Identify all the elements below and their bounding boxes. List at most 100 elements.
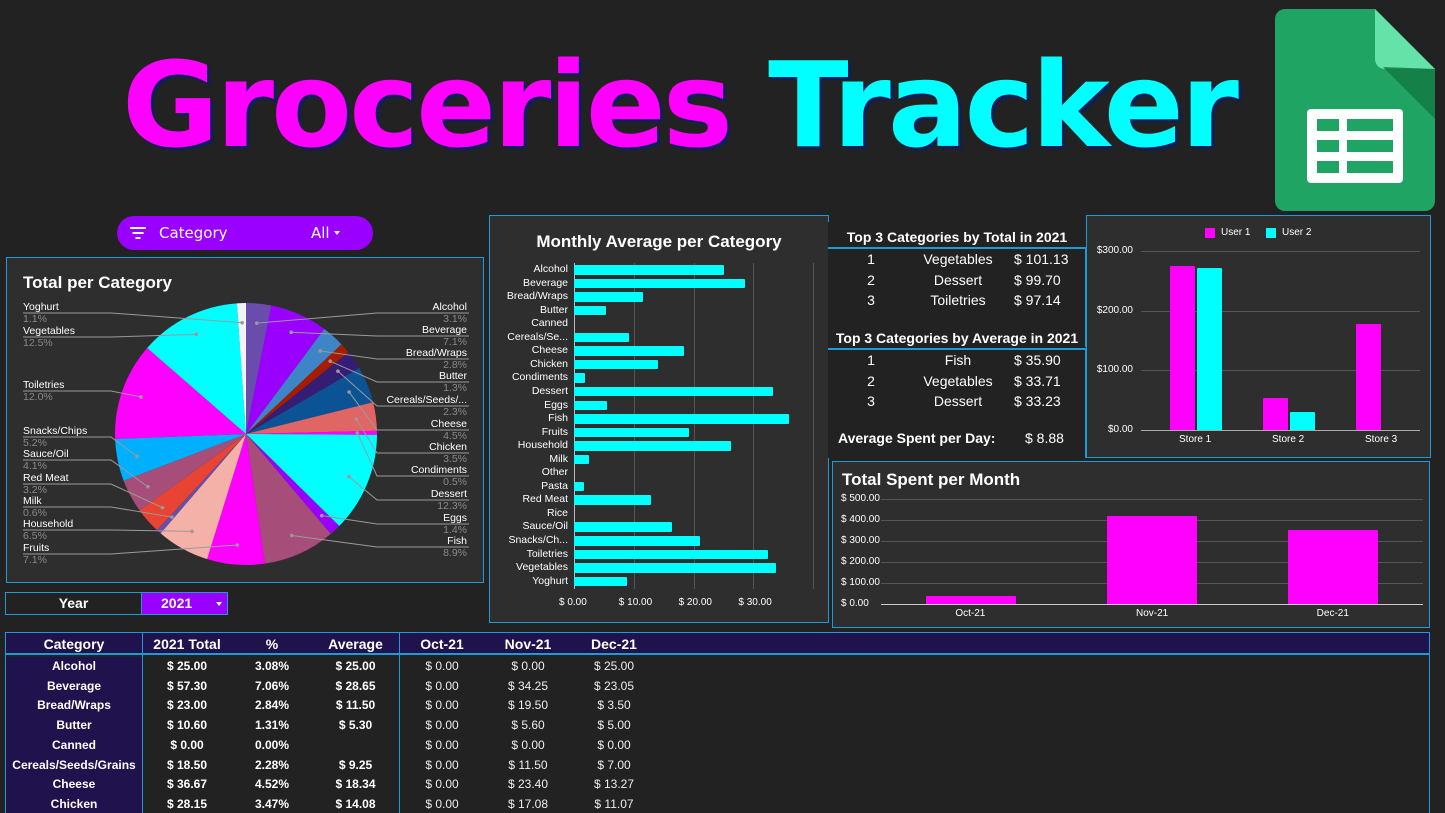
pie-slice[interactable]	[246, 402, 377, 434]
pie-slice[interactable]	[246, 352, 360, 434]
pie-label: Condiments 0.5%	[411, 464, 467, 488]
pie-slice[interactable]	[156, 434, 246, 534]
pie-label-percent: 1.1%	[23, 313, 47, 325]
bar-row: Canned	[490, 317, 828, 331]
bar[interactable]	[574, 563, 776, 573]
x-tick-label: Nov-21	[1136, 608, 1169, 619]
value-cell: $ 23.05	[593, 678, 635, 693]
column-header[interactable]: Average	[328, 636, 383, 652]
x-tick-label: Store 2	[1272, 434, 1305, 445]
bar-row: Red Meat	[490, 493, 828, 507]
pie-slice[interactable]	[246, 434, 377, 527]
pie-slice[interactable]	[246, 344, 349, 434]
category-filter[interactable]: Category All	[117, 216, 373, 250]
bar[interactable]	[574, 346, 684, 356]
bar[interactable]	[574, 481, 585, 492]
bar[interactable]	[574, 454, 589, 465]
bar[interactable]	[574, 373, 586, 383]
bar[interactable]	[574, 495, 652, 505]
column-header[interactable]: %	[265, 636, 279, 652]
x-tick-label: Store 1	[1179, 434, 1212, 445]
bar[interactable]	[926, 596, 1017, 604]
pie-slice[interactable]	[139, 434, 246, 531]
pie-slice[interactable]	[115, 347, 247, 439]
bar[interactable]	[574, 386, 773, 397]
pie-slice[interactable]	[246, 434, 331, 564]
pie-label: Red Meat 3.2%	[23, 472, 69, 496]
bar[interactable]	[1263, 398, 1288, 430]
x-tick-label: $ 0.00	[559, 597, 587, 608]
pie-label: Eggs 1.4%	[443, 512, 467, 536]
filter-icon	[129, 226, 147, 240]
gridline	[1141, 430, 1420, 431]
bar[interactable]	[574, 576, 628, 587]
bar[interactable]	[574, 265, 724, 275]
year-label: Year	[5, 592, 142, 615]
bar[interactable]	[574, 549, 768, 560]
gridline	[574, 263, 575, 589]
top3-row: 3 Toiletries $ 97.14	[828, 290, 1086, 310]
bar[interactable]	[574, 359, 659, 370]
year-dropdown[interactable]: 2021	[141, 592, 228, 615]
pie-label-percent: 1.3%	[443, 382, 467, 394]
pie-slice[interactable]	[123, 434, 246, 511]
pie-slice[interactable]	[207, 434, 265, 565]
bar[interactable]	[574, 305, 606, 316]
column-header[interactable]: 2021 Total	[153, 636, 221, 652]
bar[interactable]	[574, 414, 789, 424]
bar[interactable]	[1197, 268, 1222, 430]
gridline	[693, 263, 695, 589]
bar[interactable]	[574, 292, 643, 302]
category-cell: Alcohol	[52, 659, 96, 673]
pie-label-name: Alcohol	[432, 301, 467, 313]
bar[interactable]	[1287, 530, 1378, 604]
legend-label: User 2	[1282, 227, 1312, 238]
x-tick-label: $ 10.00	[618, 597, 653, 608]
value-cell: $ 7.00	[597, 757, 631, 772]
bar[interactable]	[574, 522, 673, 532]
value-cell: 2.28%	[254, 757, 290, 772]
value-cell: $ 0.00	[425, 757, 459, 772]
pie-slice[interactable]	[246, 305, 325, 434]
y-tick-label: $ 400.00	[841, 514, 880, 525]
category-cell: Canned	[51, 737, 96, 752]
bar[interactable]	[574, 536, 701, 546]
bar-label: Dessert	[531, 384, 568, 397]
pie-slice[interactable]	[246, 434, 340, 534]
pie-label: Cereals/Seeds/... 2.3%	[386, 394, 467, 418]
pie-slice[interactable]	[115, 434, 246, 481]
pie-label-name: Household	[23, 518, 74, 530]
bar-label: Milk	[549, 452, 568, 465]
bar-label: Sauce/Oil	[522, 520, 568, 533]
column-header[interactable]: Category	[43, 636, 105, 652]
pie-slice[interactable]	[246, 303, 272, 434]
pie-slice[interactable]	[246, 368, 374, 434]
bar[interactable]	[574, 427, 689, 438]
pie-slice[interactable]	[246, 430, 377, 435]
value-cell: $ 34.25	[507, 678, 549, 693]
column-header[interactable]: Oct-21	[420, 636, 464, 652]
column-header[interactable]: Dec-21	[591, 636, 637, 652]
column-header[interactable]: Nov-21	[504, 636, 552, 652]
gridline	[753, 263, 755, 589]
bar-row: Dessert	[490, 385, 828, 399]
bar[interactable]	[1356, 323, 1381, 430]
pie-slice[interactable]	[236, 303, 246, 434]
bar[interactable]	[1107, 515, 1197, 604]
bar[interactable]	[574, 278, 746, 289]
legend-swatch	[1266, 227, 1276, 238]
pie-slice[interactable]	[147, 303, 246, 434]
pie-slice[interactable]	[160, 434, 246, 560]
pie-label: Fruits 7.1%	[23, 542, 49, 566]
bar[interactable]	[574, 400, 607, 410]
value-cell: $ 14.08	[335, 796, 376, 811]
bar-row: Rice	[490, 507, 828, 521]
bar[interactable]	[574, 441, 731, 451]
bar[interactable]	[574, 332, 630, 343]
bar-label: Eggs	[544, 398, 568, 411]
value-cell: $ 11.50	[508, 757, 548, 772]
bar[interactable]	[1290, 412, 1315, 430]
bar[interactable]	[1170, 265, 1195, 430]
category-cell: Beverage	[46, 678, 102, 693]
pie-slice[interactable]	[246, 328, 342, 434]
